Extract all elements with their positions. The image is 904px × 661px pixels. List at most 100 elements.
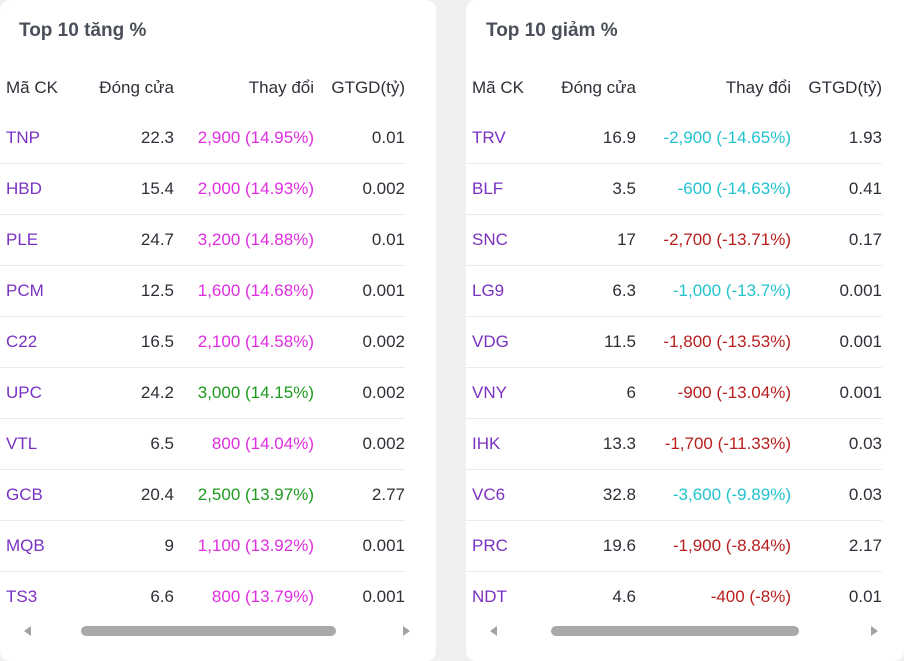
price-change: 1,600 (14.68%) — [174, 265, 314, 317]
close-price: 16.5 — [86, 316, 174, 368]
stock-symbol-link[interactable]: C22 — [0, 316, 86, 368]
price-change: 800 (13.79%) — [174, 571, 314, 622]
price-change: 3,200 (14.88%) — [174, 214, 314, 266]
trading-value: 0.001 — [791, 316, 882, 368]
scroll-right-arrow-icon[interactable] — [871, 626, 878, 636]
stock-symbol-link[interactable]: TS3 — [0, 571, 86, 622]
price-change: -2,900 (-14.65%) — [663, 128, 791, 147]
close-price: 12.5 — [86, 265, 174, 317]
stock-symbol-link[interactable]: GCB — [0, 469, 86, 521]
table-row[interactable]: PLE 24.7 3,200 (14.88%) 0.01 — [0, 214, 405, 266]
price-change: 800 (14.04%) — [174, 418, 314, 470]
stock-symbol-link[interactable]: IHK — [466, 418, 552, 470]
table-row[interactable]: TRV 16.9 -2,900 (-14.65%) 1.93 — [466, 113, 882, 164]
stock-symbol-link[interactable]: VTL — [0, 418, 86, 470]
trading-value: 0.002 — [314, 367, 405, 419]
stock-symbol-link[interactable]: TRV — [472, 128, 506, 147]
stock-symbol-link[interactable]: VNY — [466, 367, 552, 419]
top-losers-panel: Top 10 giảm % Mã CK Đóng cửa Thay đổi GT… — [466, 0, 904, 661]
stock-symbol-link[interactable]: UPC — [0, 367, 86, 419]
table-row[interactable]: PCM 12.5 1,600 (14.68%) 0.001 — [0, 265, 405, 317]
trading-value: 0.001 — [791, 367, 882, 419]
price-change: -600 (-14.63%) — [636, 163, 791, 215]
table-row[interactable]: UPC 24.2 3,000 (14.15%) 0.002 — [0, 367, 405, 419]
stock-symbol-link[interactable]: HBD — [0, 163, 86, 215]
table-row[interactable]: SNC 17 -2,700 (-13.71%) 0.17 — [466, 214, 882, 266]
top-gainers-panel: Top 10 tăng % Mã CK Đóng cửa Thay đổi GT… — [0, 0, 436, 661]
stock-symbol-link[interactable]: NDT — [466, 571, 552, 622]
stock-symbol-link[interactable]: LG9 — [466, 265, 552, 317]
table-row[interactable]: IHK 13.3 -1,700 (-11.33%) 0.03 — [466, 418, 882, 470]
close-price: 11.5 — [552, 316, 636, 368]
price-change: 2,100 (14.58%) — [174, 316, 314, 368]
scroll-left-arrow-icon[interactable] — [24, 626, 31, 636]
table-row[interactable]: VNY 6 -900 (-13.04%) 0.001 — [466, 367, 882, 419]
table-row[interactable]: BLF 3.5 -600 (-14.63%) 0.41 — [466, 163, 882, 215]
column-header-value[interactable]: GTGD(tỷ) — [808, 77, 882, 97]
price-change: -3,600 (-9.89%) — [636, 469, 791, 521]
table-row[interactable]: NDT 4.6 -400 (-8%) 0.01 — [466, 571, 882, 622]
gainers-table-container: Mã CK Đóng cửa Thay đổi GTGD(tỷ) TNP 22.3… — [0, 62, 436, 622]
table-row[interactable]: VTL 6.5 800 (14.04%) 0.002 — [0, 418, 405, 470]
trading-value: 0.001 — [314, 571, 405, 622]
scrollbar-thumb[interactable] — [551, 626, 799, 636]
column-header-value[interactable]: GTGD(tỷ) — [331, 77, 405, 97]
scrollbar-thumb[interactable] — [81, 626, 336, 636]
close-price: 16.9 — [602, 128, 636, 147]
close-price: 22.3 — [140, 128, 174, 147]
stock-symbol-link[interactable]: BLF — [466, 163, 552, 215]
stock-symbol-link[interactable]: VDG — [466, 316, 552, 368]
table-row[interactable]: HBD 15.4 2,000 (14.93%) 0.002 — [0, 163, 405, 215]
close-price: 6.3 — [552, 265, 636, 317]
column-header-close[interactable]: Đóng cửa — [99, 77, 174, 97]
close-price: 15.4 — [86, 163, 174, 215]
close-price: 6.6 — [86, 571, 174, 622]
column-header-symbol[interactable]: Mã CK — [6, 77, 58, 97]
table-row[interactable]: GCB 20.4 2,500 (13.97%) 2.77 — [0, 469, 405, 521]
table-row[interactable]: TNP 22.3 2,900 (14.95%) 0.01 — [0, 113, 405, 164]
close-price: 9 — [86, 520, 174, 572]
close-price: 6 — [552, 367, 636, 419]
trading-value: 0.001 — [791, 265, 882, 317]
table-row[interactable]: C22 16.5 2,100 (14.58%) 0.002 — [0, 316, 405, 368]
table-row[interactable]: MQB 9 1,100 (13.92%) 0.001 — [0, 520, 405, 572]
trading-value: 0.03 — [791, 469, 882, 521]
price-change: 2,900 (14.95%) — [197, 128, 314, 147]
price-change: -1,800 (-13.53%) — [636, 316, 791, 368]
close-price: 4.6 — [552, 571, 636, 622]
table-row[interactable]: VC6 32.8 -3,600 (-9.89%) 0.03 — [466, 469, 882, 521]
trading-value: 0.41 — [791, 163, 882, 215]
close-price: 24.2 — [86, 367, 174, 419]
close-price: 17 — [552, 214, 636, 266]
close-price: 13.3 — [552, 418, 636, 470]
stock-symbol-link[interactable]: SNC — [466, 214, 552, 266]
price-change: -2,700 (-13.71%) — [636, 214, 791, 266]
table-row[interactable]: TS3 6.6 800 (13.79%) 0.001 — [0, 571, 405, 622]
stock-symbol-link[interactable]: VC6 — [466, 469, 552, 521]
gainers-table: Mã CK Đóng cửa Thay đổi GTGD(tỷ) TNP 22.3… — [0, 62, 405, 622]
close-price: 20.4 — [86, 469, 174, 521]
scroll-right-arrow-icon[interactable] — [403, 626, 410, 636]
column-header-symbol[interactable]: Mã CK — [472, 77, 524, 97]
stock-symbol-link[interactable]: PCM — [0, 265, 86, 317]
stock-symbol-link[interactable]: PRC — [466, 520, 552, 572]
table-row[interactable]: LG9 6.3 -1,000 (-13.7%) 0.001 — [466, 265, 882, 317]
column-header-close[interactable]: Đóng cửa — [561, 77, 636, 97]
scroll-left-arrow-icon[interactable] — [490, 626, 497, 636]
column-header-change[interactable]: Thay đổi — [248, 77, 314, 97]
price-change: 2,500 (13.97%) — [174, 469, 314, 521]
stock-symbol-link[interactable]: PLE — [0, 214, 86, 266]
horizontal-scrollbar[interactable] — [19, 622, 415, 640]
table-row[interactable]: VDG 11.5 -1,800 (-13.53%) 0.001 — [466, 316, 882, 368]
horizontal-scrollbar[interactable] — [485, 622, 883, 640]
trading-value: 0.001 — [314, 520, 405, 572]
panel-title: Top 10 giảm % — [486, 20, 618, 41]
table-row[interactable]: PRC 19.6 -1,900 (-8.84%) 2.17 — [466, 520, 882, 572]
close-price: 19.6 — [552, 520, 636, 572]
price-change: -400 (-8%) — [636, 571, 791, 622]
price-change: -1,700 (-11.33%) — [636, 418, 791, 470]
trading-value: 0.17 — [791, 214, 882, 266]
column-header-change[interactable]: Thay đổi — [725, 77, 791, 97]
stock-symbol-link[interactable]: MQB — [0, 520, 86, 572]
stock-symbol-link[interactable]: TNP — [6, 128, 40, 147]
